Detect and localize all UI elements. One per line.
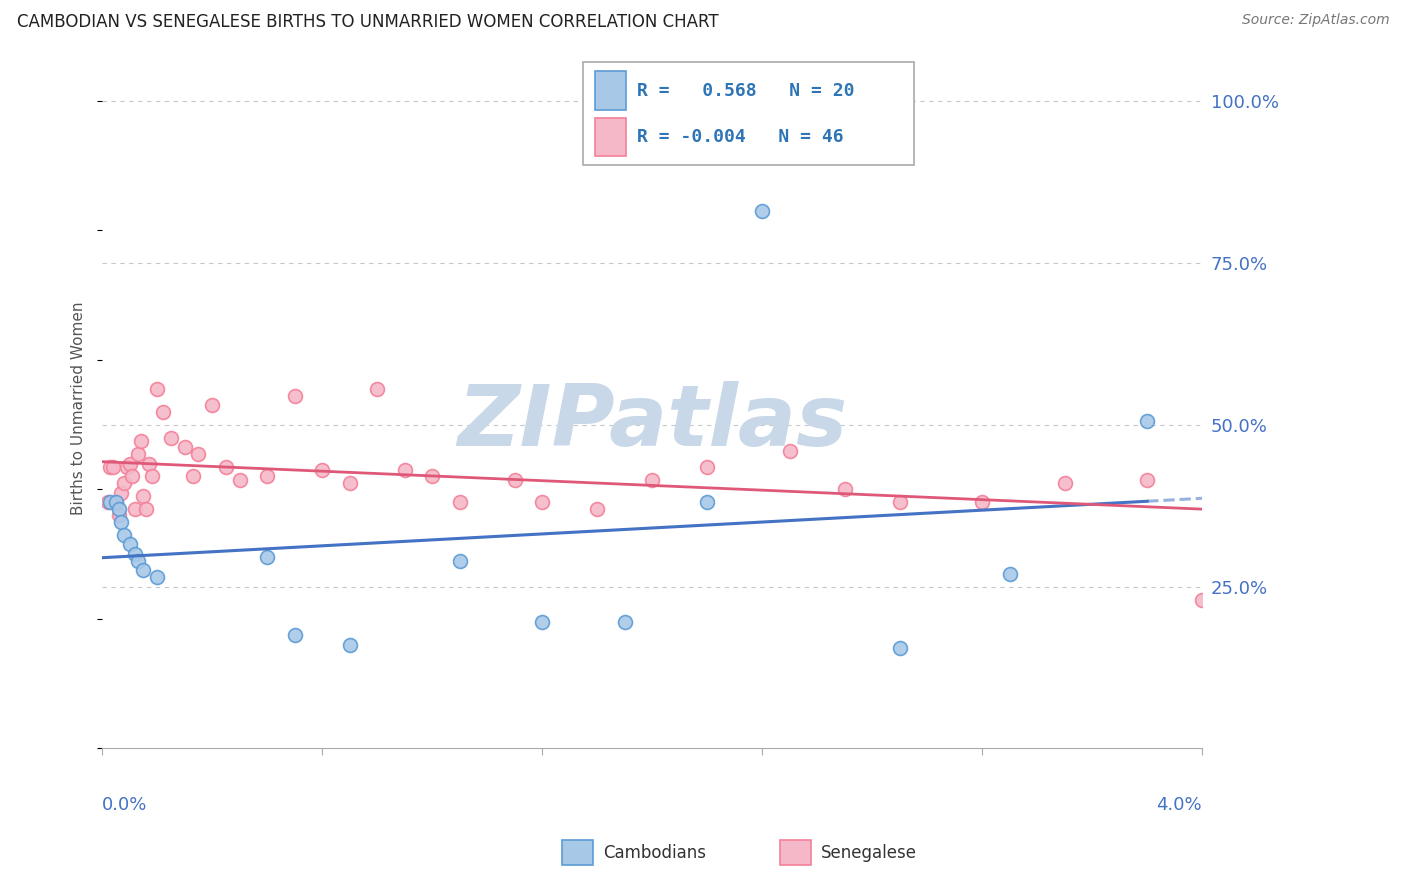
Point [121,469,143,483]
Point [228,473,250,487]
Point [311,463,333,477]
Point [141,469,163,483]
Point [100,459,122,474]
Point [127,554,149,568]
Point [696,495,718,509]
Point [1136,473,1159,487]
Point [138,457,160,471]
Point [132,489,155,503]
Point [889,641,911,656]
Point [173,441,195,455]
Point [449,554,471,568]
Point [641,473,664,487]
Point [256,550,278,565]
Point [97,495,120,509]
Point [531,615,554,630]
Point [696,459,718,474]
Point [146,570,169,584]
Point [751,204,773,219]
Text: R = -0.004   N = 46: R = -0.004 N = 46 [637,128,844,146]
Point [256,469,278,483]
Point [779,443,801,458]
Point [112,528,135,542]
Point [124,501,146,516]
Point [284,628,307,642]
Point [124,547,146,561]
Point [284,388,307,402]
Point [972,495,994,509]
Point [339,638,361,652]
Point [127,447,149,461]
Point [107,501,129,516]
Point [1053,475,1076,490]
Point [366,382,388,396]
Point [613,615,636,630]
Point [889,495,911,509]
Point [103,459,125,474]
Point [187,447,209,461]
Point [420,469,443,483]
Point [215,459,238,474]
Point [115,459,138,474]
Point [531,495,554,509]
Text: 4.0%: 4.0% [1157,796,1202,814]
Text: Cambodians: Cambodians [603,844,706,862]
Point [394,463,416,477]
Y-axis label: Births to Unmarried Women: Births to Unmarried Women [72,301,86,516]
Point [449,495,471,509]
Text: Senegalese: Senegalese [821,844,917,862]
Text: CAMBODIAN VS SENEGALESE BIRTHS TO UNMARRIED WOMEN CORRELATION CHART: CAMBODIAN VS SENEGALESE BIRTHS TO UNMARR… [17,13,718,31]
Point [129,434,152,448]
Point [104,495,127,509]
Point [1191,592,1213,607]
Point [104,495,127,509]
Text: 0.0%: 0.0% [103,796,148,814]
Point [118,537,141,551]
Point [135,501,157,516]
Point [339,475,361,490]
Point [107,508,129,523]
Point [1136,414,1159,428]
Point [110,485,132,500]
Point [110,515,132,529]
Point [834,483,856,497]
Point [132,563,155,577]
Point [503,473,526,487]
Point [152,405,174,419]
Text: Source: ZipAtlas.com: Source: ZipAtlas.com [1241,13,1389,28]
Point [586,501,609,516]
Point [201,398,224,412]
Point [100,495,122,509]
Text: R =   0.568   N = 20: R = 0.568 N = 20 [637,81,855,100]
Point [160,431,183,445]
Point [118,457,141,471]
Point [112,475,135,490]
Text: ZIPatlas: ZIPatlas [457,381,848,464]
Point [146,382,169,396]
Point [181,469,204,483]
Point [998,566,1021,581]
